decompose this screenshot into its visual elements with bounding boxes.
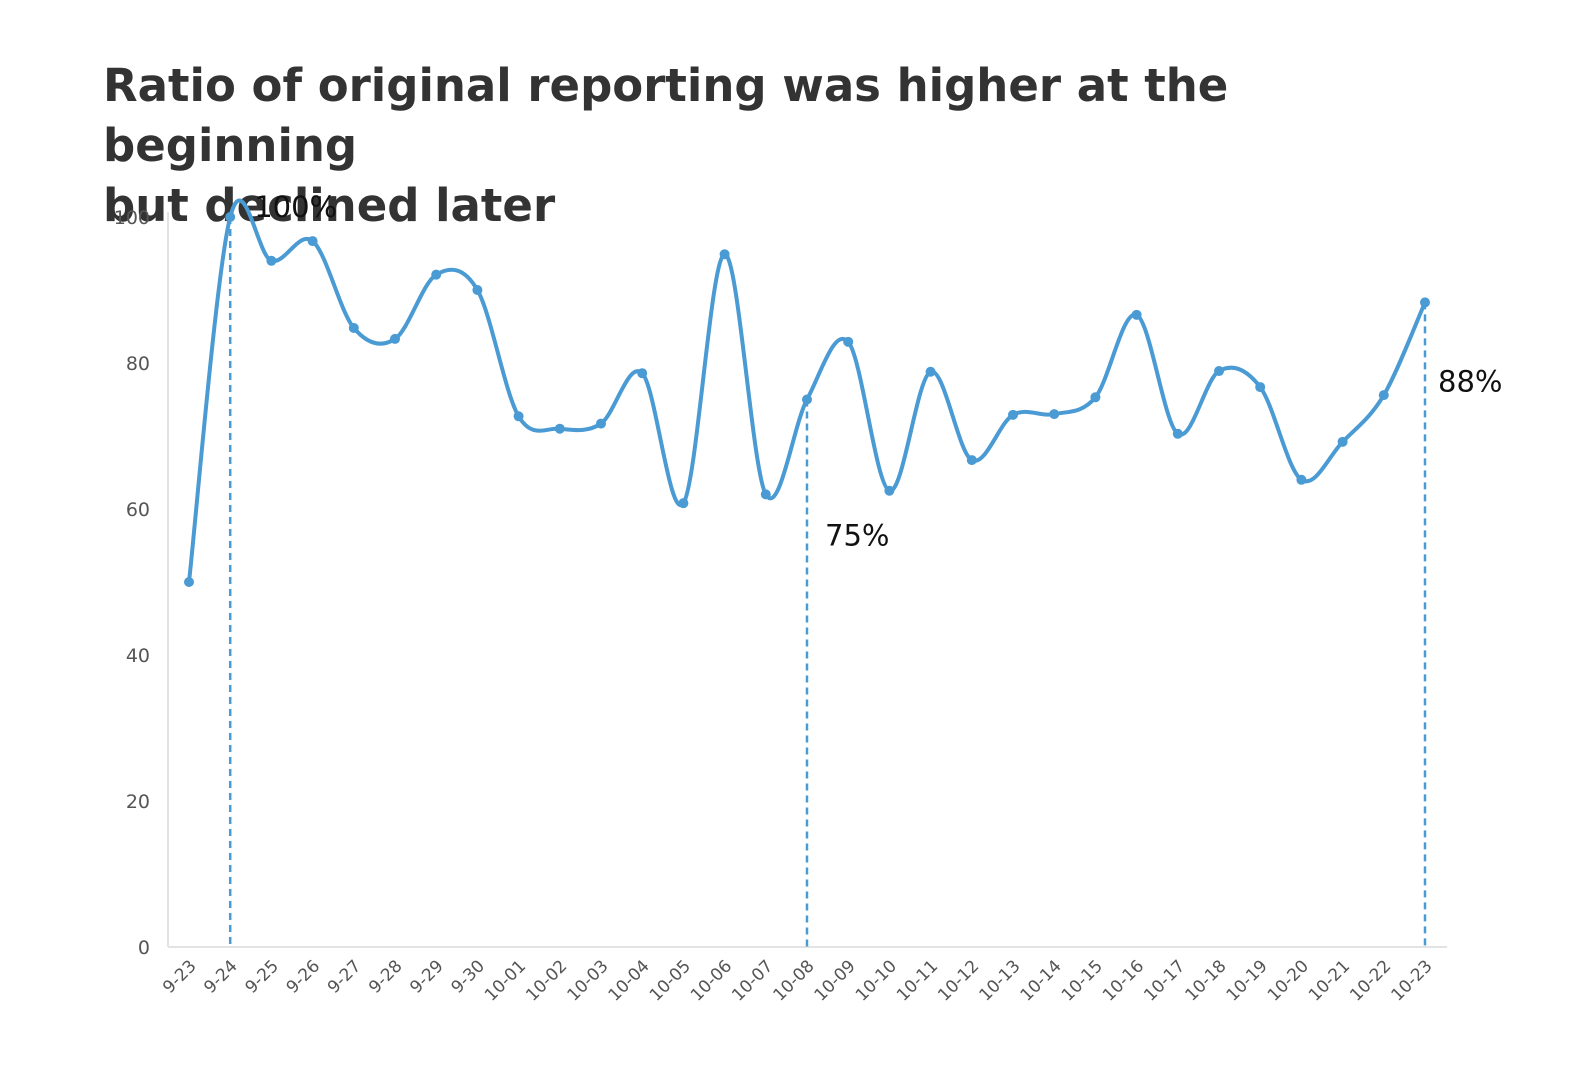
x-tick-label: 10-05 [646,956,695,1005]
data-point [1420,297,1430,308]
x-tick-label: 10-15 [1058,956,1107,1005]
data-point [760,489,771,500]
x-tick-label: 9-28 [365,956,406,997]
x-tick-label: 10-11 [893,956,942,1005]
x-tick-label: 9-24 [200,956,241,997]
x-tick-label: 9-26 [283,956,324,997]
x-tick-label: 9-23 [159,956,200,997]
x-tick-label: 9-25 [242,956,283,997]
data-point [843,336,854,347]
x-tick-label: 10-16 [1099,956,1148,1005]
annotation-reference-lines [228,217,1427,947]
data-point [925,366,936,377]
x-tick-label: 10-18 [1181,956,1230,1005]
data-point [513,411,524,422]
data-point [1008,409,1018,420]
data-point [884,485,895,496]
chart-title: Ratio of original reporting was higher a… [103,56,1483,236]
x-tick-label: 10-04 [605,956,654,1005]
x-tick-label: 10-20 [1264,956,1313,1005]
y-tick-label: 80 [126,353,150,375]
data-point [390,333,400,344]
data-point [184,577,194,587]
x-tick-label: 10-13 [975,956,1024,1005]
data-point [802,394,812,405]
data-point [1337,436,1348,447]
y-tick-label: 100 [114,207,150,229]
data-point [431,269,442,280]
data-point [472,285,483,295]
data-point [1049,409,1060,420]
x-tick-label: 10-10 [852,956,901,1005]
x-axis-ticks: 9-23 9-24 9-25 9-26 9-27 9-28 9-29 9-3010-0110-… [159,956,1436,1005]
data-point [1296,474,1307,485]
x-tick-label: 10-07 [728,956,777,1005]
series-line [187,198,1427,584]
data-point [1214,366,1224,377]
x-tick-label: 10-21 [1305,956,1354,1005]
x-tick-label: 10-08 [769,956,818,1005]
annotation-labels: 100% 75% 88% [254,190,1502,553]
data-point [1378,390,1389,401]
chart-axes [167,212,1447,948]
y-tick-label: 40 [126,645,150,667]
x-tick-label: 9-29 [406,956,447,997]
x-tick-label: 10-03 [563,956,612,1005]
x-tick-label: 10-02 [522,956,571,1005]
x-tick-label: 10-09 [811,956,860,1005]
x-tick-label: 10-17 [1140,956,1189,1005]
annotation-label: 100% [254,190,337,224]
y-axis-ticks: 0 20 40 60 80 100 [114,207,150,959]
x-tick-label: 10-06 [687,956,736,1005]
y-tick-label: 20 [126,791,150,813]
data-points [184,212,1430,587]
x-tick-label: 10-01 [481,956,530,1005]
data-point [1090,392,1101,403]
data-point [1255,382,1266,393]
annotation-label: 88% [1438,364,1502,398]
x-tick-label: 10-12 [934,956,983,1005]
data-point [637,368,648,379]
data-point [596,418,606,429]
annotation-label: 75% [825,519,889,553]
x-tick-label: 10-23 [1387,956,1436,1005]
x-tick-label: 10-19 [1223,956,1272,1005]
chart-title-line-1: Ratio of original reporting was higher a… [103,59,1229,172]
data-point [1172,428,1183,439]
x-tick-label: 10-22 [1346,956,1395,1005]
data-point [266,255,277,266]
data-point [719,249,730,260]
data-point [966,455,977,466]
chart-title-line-2: but declined later [103,179,556,232]
data-point [678,498,689,509]
data-point [1131,309,1142,320]
data-point [348,322,359,333]
x-tick-label: 9-27 [324,956,365,997]
data-point [554,423,565,434]
y-tick-label: 60 [126,499,150,521]
y-tick-label: 0 [138,937,150,959]
x-tick-label: 10-14 [1017,956,1066,1005]
data-series [187,198,1427,584]
data-point [307,236,318,247]
data-point [225,212,236,222]
